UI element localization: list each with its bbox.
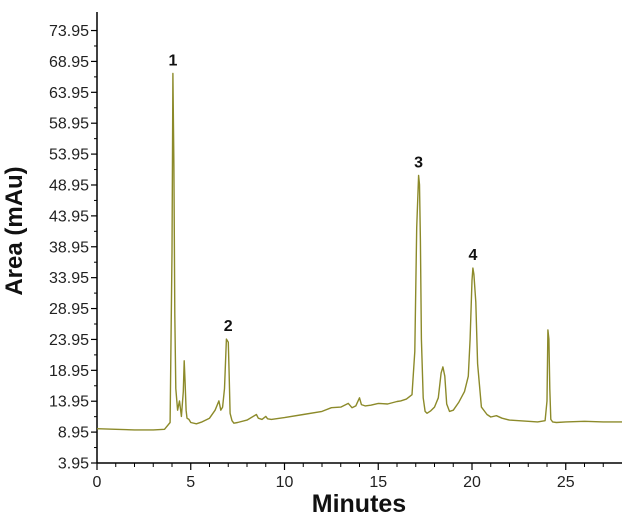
y-axis-title: Area (mAu) <box>1 166 28 295</box>
x-tick-label: 0 <box>93 474 102 491</box>
x-tick-label: 5 <box>186 474 195 491</box>
y-tick-label: 68.95 <box>49 54 89 71</box>
peak-label: 4 <box>468 247 477 264</box>
y-tick-label: 8.95 <box>58 425 89 442</box>
y-tick-label: 23.95 <box>49 332 89 349</box>
y-tick-label: 13.95 <box>49 394 89 411</box>
x-tick-label: 10 <box>276 474 294 491</box>
y-tick-label: 28.95 <box>49 301 89 318</box>
y-tick-label: 33.95 <box>49 270 89 287</box>
y-tick-label: 48.95 <box>49 177 89 194</box>
x-axis-ticks: 0 5 10 15 20 25 <box>93 463 604 491</box>
y-tick-label: 43.95 <box>49 208 89 225</box>
x-axis-title: Minutes <box>312 490 406 516</box>
peak-label: 3 <box>414 154 423 171</box>
peak-label: 1 <box>168 52 177 69</box>
y-tick-label: 63.95 <box>49 85 89 102</box>
y-tick-label: 58.95 <box>49 116 89 133</box>
y-tick-label: 73.95 <box>49 23 89 40</box>
y-tick-label: 3.95 <box>58 456 89 473</box>
x-tick-label: 15 <box>369 474 387 491</box>
y-tick-label: 38.95 <box>49 239 89 256</box>
y-tick-label: 18.95 <box>49 363 89 380</box>
y-axis-ticks: 3.95 8.95 13.95 18.95 23.95 28.95 33.95 38.95 43… <box>49 23 97 473</box>
peak-labels: 1 2 3 4 <box>168 52 477 335</box>
chromatogram-trace <box>96 72 622 431</box>
peak-label: 2 <box>224 318 233 335</box>
y-tick-label: 53.95 <box>49 147 89 164</box>
x-tick-label: 20 <box>463 474 481 491</box>
x-tick-label: 25 <box>557 474 575 491</box>
